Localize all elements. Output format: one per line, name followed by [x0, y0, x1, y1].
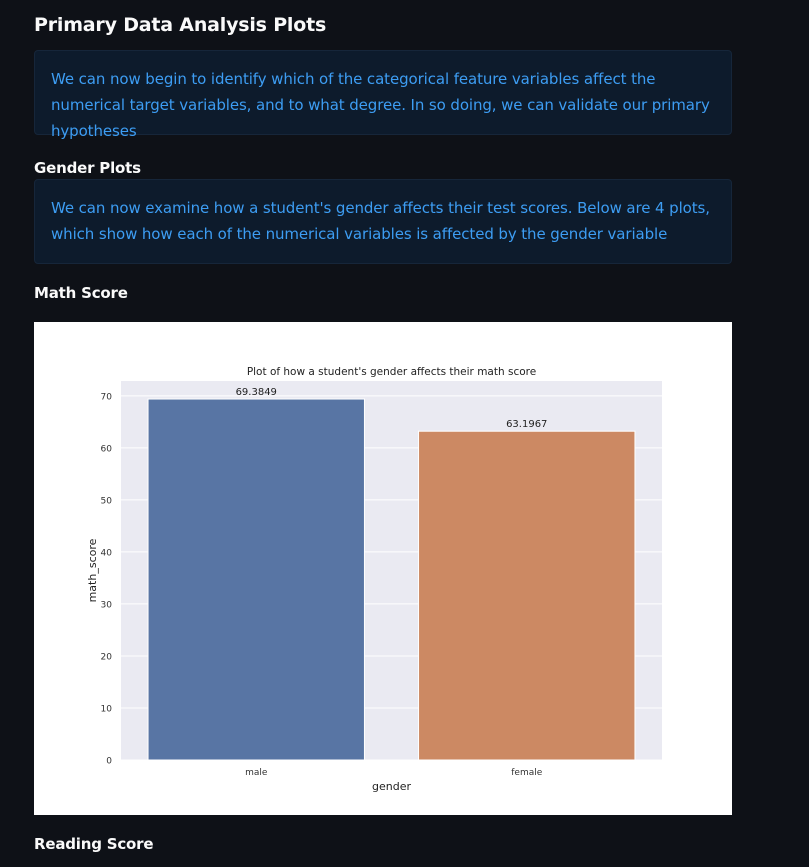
y-axis-label: math_score	[86, 538, 99, 602]
x-tick-label-male: male	[245, 768, 268, 778]
y-tick-label: 30	[101, 600, 113, 610]
y-tick-label: 0	[106, 757, 112, 767]
x-tick-label-female: female	[511, 768, 542, 778]
y-tick-label: 20	[101, 652, 113, 662]
bar-male	[147, 398, 365, 761]
value-label-female: 63.1967	[506, 419, 547, 430]
intro-text: We can now begin to identify which of th…	[51, 70, 710, 140]
y-tick-label: 10	[101, 704, 113, 714]
bar-chart: 69.3849 63.1967 0 10 20 30 40 50 60 70 male femal…	[86, 366, 662, 793]
y-tick-label: 70	[101, 392, 113, 402]
bar-female	[418, 430, 636, 761]
value-label-male: 69.3849	[236, 387, 277, 398]
bars	[147, 398, 636, 761]
value-labels: 69.3849 63.1967	[236, 387, 548, 430]
intro-info-box: We can now begin to identify which of th…	[34, 50, 732, 140]
chart-title: Plot of how a student's gender affects t…	[247, 366, 536, 378]
gender-plots-heading: Gender Plots	[34, 159, 141, 177]
gender-info-text: We can now examine how a student's gende…	[51, 199, 710, 243]
reading-score-heading: Reading Score	[34, 835, 154, 853]
y-tick-labels: 0 10 20 30 40 50 60 70	[101, 392, 113, 766]
math-score-heading: Math Score	[34, 284, 128, 302]
y-tick-label: 40	[101, 548, 113, 558]
gender-info-box: We can now examine how a student's gende…	[34, 179, 732, 264]
math-score-chart: 69.3849 63.1967 0 10 20 30 40 50 60 70 male femal…	[34, 322, 732, 815]
page-title: Primary Data Analysis Plots	[34, 14, 327, 36]
y-tick-label: 60	[101, 444, 113, 454]
x-axis-label: gender	[372, 780, 411, 793]
y-tick-label: 50	[101, 496, 113, 506]
x-tick-labels: male female	[245, 768, 543, 778]
